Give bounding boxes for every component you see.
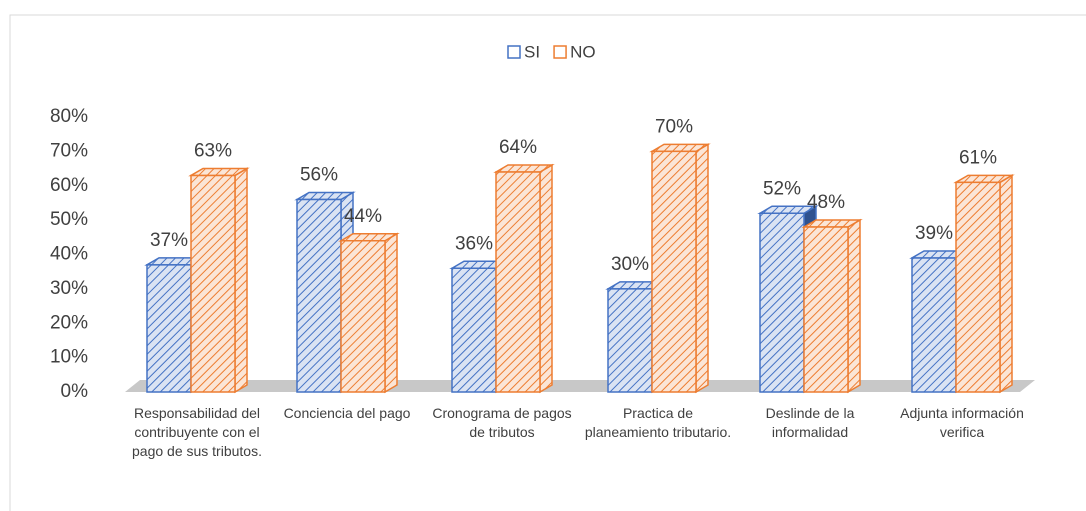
- bar-face: [495, 171, 541, 393]
- legend-label: SI: [524, 42, 540, 61]
- y-tick-label: 80%: [50, 106, 88, 127]
- data-label: 39%: [915, 223, 953, 244]
- y-tick-label: 10%: [50, 347, 88, 368]
- data-label: 56%: [300, 165, 338, 186]
- y-tick-label: 60%: [50, 175, 88, 196]
- bar-face: [651, 150, 697, 393]
- data-label: 44%: [344, 206, 382, 227]
- data-label: 37%: [150, 230, 188, 251]
- bar-face: [999, 174, 1013, 394]
- bar-face: [803, 226, 849, 393]
- chart-border: [9, 14, 1086, 511]
- x-tick-label: Responsabilidad del contribuyente con el…: [132, 405, 262, 459]
- data-label: 61%: [959, 147, 997, 168]
- x-tick-label: Conciencia del pago: [283, 405, 411, 421]
- bar-face: [759, 212, 805, 393]
- y-tick-label: 0%: [61, 381, 89, 402]
- bar-face: [296, 198, 342, 393]
- bar-face: [539, 163, 553, 394]
- bar: [801, 218, 863, 394]
- legend-swatch: [507, 45, 521, 59]
- legend-label: NO: [570, 42, 596, 61]
- bar-face: [190, 174, 236, 393]
- bar-face: [340, 240, 386, 393]
- bar: [338, 232, 400, 394]
- bar-face: [695, 143, 709, 394]
- x-tick-label: Practica de planeamiento tributario.: [584, 405, 732, 440]
- data-label: 30%: [611, 254, 649, 275]
- x-tick-label: Adjunta información verifica: [900, 405, 1024, 440]
- y-tick-label: 40%: [50, 244, 88, 265]
- bar-face: [451, 267, 497, 393]
- x-tick-label: Deslinde de la informalidad: [765, 405, 855, 440]
- bar-face: [146, 264, 192, 393]
- data-label: 48%: [807, 192, 845, 213]
- bar: [493, 163, 555, 394]
- data-label: 36%: [455, 233, 493, 254]
- data-label: 70%: [655, 116, 693, 137]
- y-tick-label: 20%: [50, 312, 88, 333]
- legend-swatch: [553, 45, 567, 59]
- data-label: 52%: [763, 178, 801, 199]
- y-tick-label: 50%: [50, 209, 88, 230]
- data-label: 64%: [499, 137, 537, 158]
- bar-face: [847, 218, 861, 394]
- bar-face: [911, 257, 957, 393]
- bar-face: [234, 167, 248, 394]
- bar-face: [955, 181, 1001, 393]
- bar: [953, 174, 1015, 394]
- x-tick-label: Cronograma de pagos de tributos: [432, 405, 572, 440]
- bar-face: [384, 232, 398, 394]
- bar: [649, 143, 711, 394]
- floor: [125, 380, 1035, 392]
- y-tick-label: 70%: [50, 140, 88, 161]
- bar-face: [607, 288, 653, 393]
- y-tick-label: 30%: [50, 278, 88, 299]
- data-label: 63%: [194, 140, 232, 161]
- bar: [188, 167, 250, 394]
